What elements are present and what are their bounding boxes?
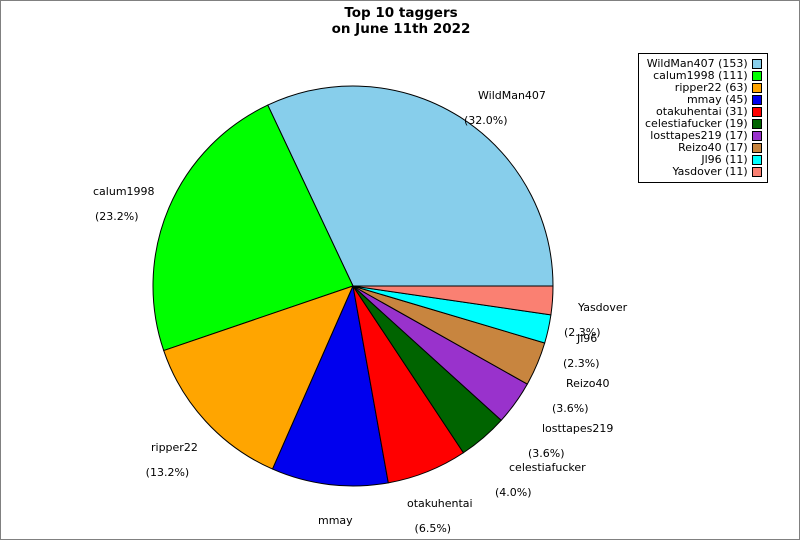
slice-label-calum1998: calum1998 (23.2%) xyxy=(79,173,155,248)
legend-item-label: calum1998 (111) xyxy=(653,69,748,82)
slice-label-percent: (2.3%) xyxy=(564,325,601,339)
legend-item-label: ripper22 (63) xyxy=(674,81,748,94)
pie-slice[interactable] xyxy=(163,285,354,470)
legend-item-label: WildMan407 (153) xyxy=(646,57,748,70)
slice-label-percent: (2.3%) xyxy=(563,356,600,370)
legend-color-swatch xyxy=(751,95,762,105)
legend-item[interactable]: Jl96 (11) xyxy=(645,154,762,166)
legend-color-swatch xyxy=(751,167,762,177)
slice-label-percent: (32.0%) xyxy=(464,113,508,127)
pie-slice[interactable] xyxy=(272,285,389,487)
legend-item[interactable]: otakuhentai (31) xyxy=(645,106,762,118)
slice-label-percent: (3.6%) xyxy=(552,401,589,415)
pie-slice[interactable] xyxy=(152,104,354,352)
slice-label-percent: (6.5%) xyxy=(414,521,452,535)
slice-label-percent: (23.2%) xyxy=(95,209,139,223)
slice-label-losttapes219: losttapes219 (3.6%) xyxy=(528,410,613,485)
legend-item[interactable]: celestiafucker (19) xyxy=(645,118,762,130)
legend-item-label: Jl96 (11) xyxy=(701,153,748,166)
slice-label-ripper22: ripper22 (13.2%) xyxy=(137,429,198,504)
slice-label-name: celestiafucker xyxy=(509,460,586,474)
legend-color-swatch xyxy=(751,131,762,141)
slice-label-yasdover: Yasdover (2.3%) xyxy=(564,289,627,364)
slice-label-name: calum1998 xyxy=(93,184,155,198)
legend-item[interactable]: losttapes219 (17) xyxy=(645,130,762,142)
legend-color-swatch xyxy=(751,155,762,165)
slice-label-name: otakuhentai xyxy=(407,496,473,510)
pie-slice[interactable] xyxy=(267,85,554,287)
legend-item[interactable]: Yasdover (11) xyxy=(645,166,762,178)
legend-color-swatch xyxy=(751,143,762,153)
slice-label-mmay: mmay (9.4%) xyxy=(304,502,353,539)
chart-legend: WildMan407 (153) calum1998 (111) ripper22 … xyxy=(638,53,768,183)
legend-color-swatch xyxy=(751,71,762,81)
slice-label-name: Jl96 xyxy=(577,331,598,345)
slice-label-name: mmay xyxy=(318,513,353,527)
legend-color-swatch xyxy=(751,83,762,93)
legend-item-label: celestiafucker (19) xyxy=(645,117,748,130)
slice-label-name: WildMan407 xyxy=(478,88,546,102)
legend-item-label: losttapes219 (17) xyxy=(650,129,748,142)
slice-label-percent: (13.2%) xyxy=(145,465,190,479)
slice-label-wildman407: WildMan407 (32.0%) xyxy=(464,77,546,152)
slice-label-name: ripper22 xyxy=(151,440,198,454)
legend-item[interactable]: mmay (45) xyxy=(645,94,762,106)
legend-item[interactable]: ripper22 (63) xyxy=(645,82,762,94)
legend-color-swatch xyxy=(751,119,762,129)
legend-color-swatch xyxy=(751,107,762,117)
chart-title-line-2: on June 11th 2022 xyxy=(331,21,471,37)
legend-item[interactable]: Reizo40 (17) xyxy=(645,142,762,154)
slice-label-otakuhentai: otakuhentai (6.5%) xyxy=(393,485,473,539)
slice-label-reizo40: Reizo40 (3.6%) xyxy=(552,365,609,440)
chart-title-line-1: Top 10 taggers xyxy=(344,5,458,21)
legend-item-label: otakuhentai (31) xyxy=(656,105,748,118)
legend-item-label: Yasdover (11) xyxy=(672,165,748,178)
slice-label-celestiafucker: celestiafucker (4.0%) xyxy=(495,449,586,524)
legend-item-label: Reizo40 (17) xyxy=(678,141,748,154)
legend-item[interactable]: WildMan407 (153) xyxy=(645,58,762,70)
chart-title: Top 10 taggers on June 11th 2022 xyxy=(1,5,799,37)
legend-item-label: mmay (45) xyxy=(686,93,748,106)
slice-label-name: Yasdover xyxy=(578,300,628,314)
slice-label-name: losttapes219 xyxy=(542,421,614,435)
slice-label-jl96: Jl96 (2.3%) xyxy=(563,320,600,395)
pie-slice[interactable] xyxy=(352,285,554,316)
slice-label-name: Reizo40 xyxy=(566,376,610,390)
slice-label-percent: (3.6%) xyxy=(528,446,565,460)
legend-item[interactable]: calum1998 (111) xyxy=(645,70,762,82)
legend-color-swatch xyxy=(751,59,762,69)
pie-slices-group xyxy=(152,85,554,487)
slice-label-percent: (4.0%) xyxy=(495,485,532,499)
